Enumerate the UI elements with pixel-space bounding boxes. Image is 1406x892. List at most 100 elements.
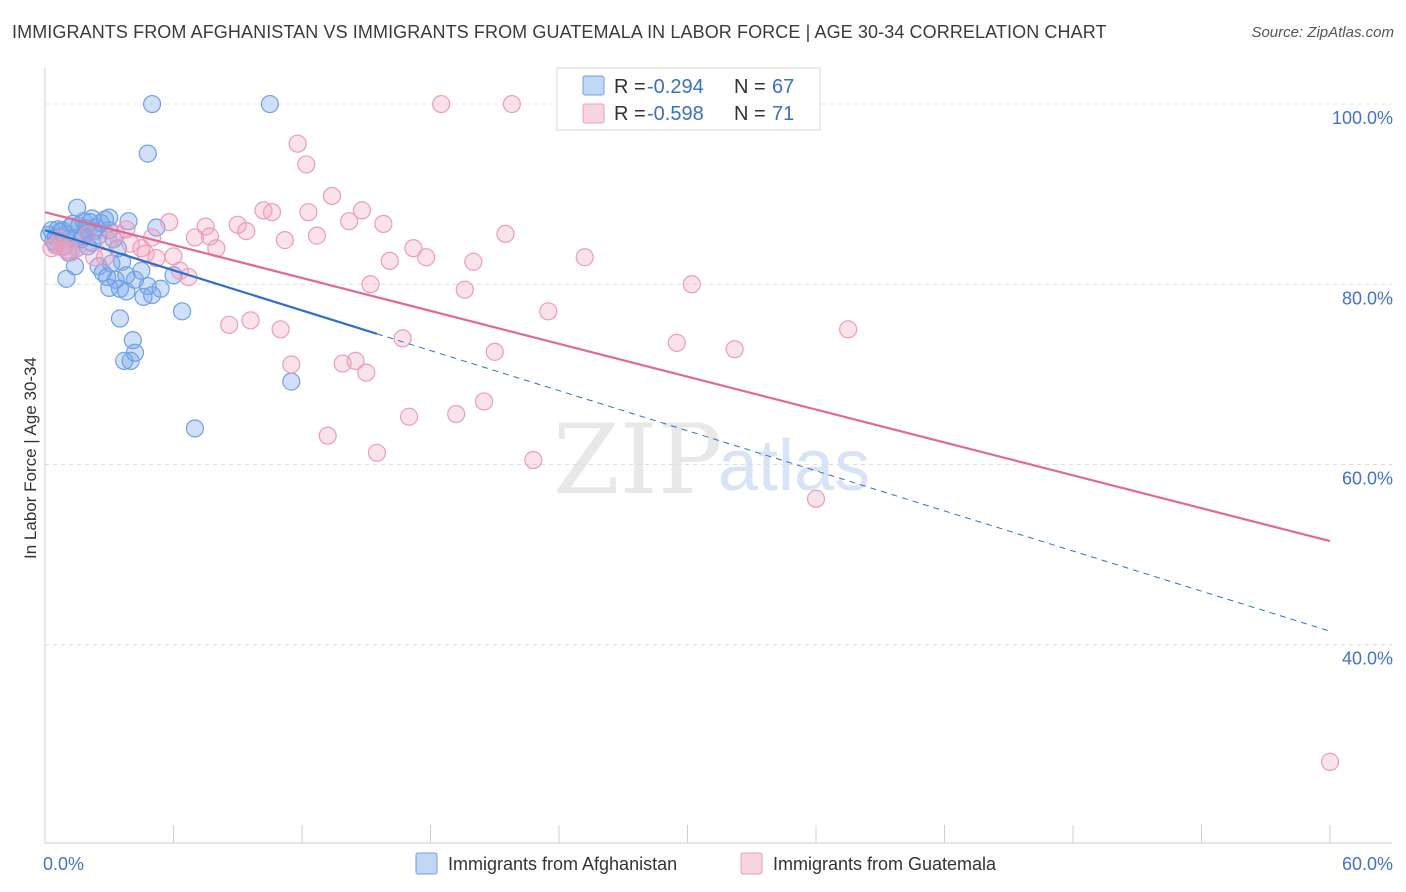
stats-r-label-guatemala: R =: [614, 103, 646, 125]
data-point: [297, 155, 316, 174]
data-point: [393, 329, 412, 348]
data-point: [485, 342, 504, 361]
data-point: [307, 226, 327, 245]
data-point: [65, 257, 85, 276]
data-point: [123, 331, 142, 350]
series-afghanistan-points: [40, 94, 301, 438]
legend-swatch-afghanistan: [415, 852, 438, 875]
data-point: [185, 419, 205, 438]
data-point: [138, 144, 157, 163]
bottom-legend: Immigrants from Afghanistan Immigrants f…: [415, 852, 997, 875]
gridlines: [45, 103, 1392, 646]
trend-line: [44, 229, 378, 335]
data-point: [806, 489, 826, 508]
data-point: [474, 392, 494, 411]
data-point: [68, 198, 87, 217]
stats-r-value-guatemala: -0.598: [647, 103, 704, 125]
data-point: [839, 320, 858, 339]
stats-n-label-afghanistan: N =: [734, 76, 766, 98]
chart-title: IMMIGRANTS FROM AFGHANISTAN VS IMMIGRANT…: [12, 22, 1107, 42]
data-point: [417, 248, 436, 267]
data-point: [260, 94, 279, 114]
data-point: [352, 201, 372, 220]
stats-r-label-afghanistan: R =: [614, 76, 646, 98]
data-point: [282, 355, 301, 374]
y-tick-label: 60.0%: [1342, 469, 1393, 489]
data-point: [399, 407, 419, 426]
y-tick-label: 100.0%: [1332, 108, 1393, 128]
data-point: [271, 320, 290, 339]
data-point: [357, 363, 376, 382]
data-point: [241, 311, 260, 330]
trend-lines: [44, 211, 1331, 632]
legend-label-guatemala: Immigrants from Guatemala: [773, 854, 997, 874]
stats-swatch-afghanistan: [582, 75, 605, 96]
data-point: [200, 227, 220, 246]
source-credit: Source: ZipAtlas.com: [1251, 24, 1394, 41]
data-point: [134, 287, 153, 306]
data-point: [220, 315, 239, 334]
data-point: [575, 248, 594, 267]
data-point: [142, 94, 162, 114]
data-point: [172, 302, 192, 321]
data-point: [288, 134, 307, 153]
data-point: [367, 443, 387, 462]
legend-label-afghanistan: Immigrants from Afghanistan: [448, 854, 677, 874]
y-axis-title: In Labor Force | Age 30-34: [21, 357, 40, 559]
stats-r-value-afghanistan: -0.294: [647, 76, 704, 98]
data-point: [496, 224, 515, 243]
y-tick-label: 80.0%: [1342, 288, 1393, 308]
stats-legend-box: [556, 67, 821, 131]
data-point: [160, 212, 179, 232]
watermark-atlas: atlas: [718, 426, 870, 506]
data-point: [132, 261, 151, 280]
watermark-zip: ZIP: [553, 404, 722, 516]
y-tick-label: 40.0%: [1342, 649, 1393, 669]
data-point: [262, 203, 282, 222]
data-point: [667, 333, 686, 352]
data-point: [1320, 752, 1340, 771]
x-tick-labels: 0.0% 60.0%: [43, 854, 1393, 874]
data-point: [374, 214, 393, 234]
data-point: [299, 203, 318, 222]
trend-line: [44, 211, 1331, 543]
x-tick-label: 0.0%: [43, 854, 84, 874]
data-point: [455, 280, 474, 299]
stats-legend: R = -0.294 N = 67 R = -0.598 N = 71: [556, 67, 821, 131]
data-point: [682, 275, 701, 294]
stats-n-label-guatemala: N =: [734, 103, 766, 125]
data-point: [502, 94, 521, 114]
stats-swatch-guatemala: [582, 103, 605, 124]
trend-line-extrapolated: [376, 333, 1331, 632]
data-point: [346, 351, 365, 370]
data-point: [725, 340, 744, 359]
data-point: [524, 450, 543, 470]
data-point: [322, 186, 342, 206]
data-point: [275, 231, 294, 250]
data-point: [185, 228, 205, 247]
data-point: [57, 269, 76, 288]
data-point: [85, 248, 104, 267]
stats-n-value-guatemala: 71: [772, 103, 794, 125]
series-guatemala-points: [42, 94, 1340, 771]
data-point: [464, 252, 483, 271]
x-tick-label: 60.0%: [1342, 854, 1393, 874]
data-point: [340, 212, 359, 231]
stats-n-value-afghanistan: 67: [772, 76, 794, 98]
data-point: [447, 404, 466, 424]
data-point: [100, 278, 119, 297]
legend-swatch-guatemala: [740, 852, 763, 875]
data-point: [361, 275, 380, 294]
data-point: [151, 279, 170, 298]
data-point: [282, 372, 301, 391]
data-point: [237, 222, 256, 241]
data-point: [432, 94, 451, 114]
y-tick-labels: 40.0% 60.0% 80.0% 100.0%: [1332, 108, 1393, 669]
data-point: [121, 351, 140, 370]
data-point: [196, 217, 215, 236]
data-point: [110, 309, 130, 328]
data-point: [539, 302, 558, 321]
data-point: [318, 426, 337, 445]
axes: [44, 68, 1392, 844]
